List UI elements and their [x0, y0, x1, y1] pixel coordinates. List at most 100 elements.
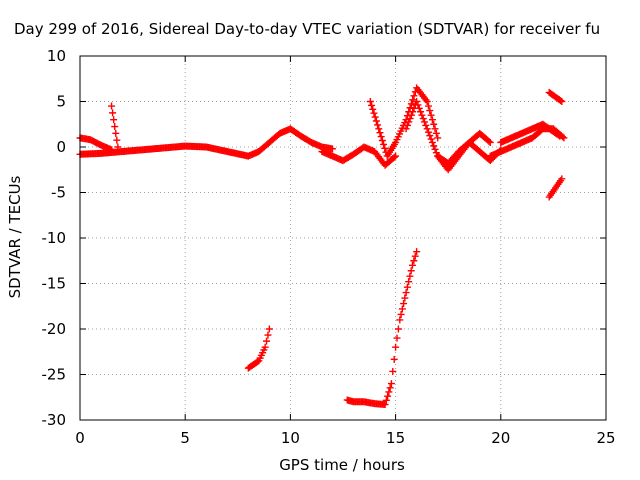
- data-point: [485, 137, 493, 145]
- data-point: [392, 343, 400, 351]
- data-point: [434, 134, 442, 142]
- data-point: [111, 123, 119, 131]
- data-point: [382, 396, 390, 404]
- data-point: [424, 102, 432, 110]
- data-point: [558, 98, 566, 105]
- data-point: [415, 104, 423, 112]
- data-point: [402, 289, 410, 297]
- data-point: [254, 358, 262, 366]
- data-point: [265, 325, 273, 333]
- data-point: [112, 129, 120, 137]
- data-point: [398, 305, 406, 313]
- data-point: [557, 97, 565, 105]
- data-point: [417, 108, 425, 116]
- data-point: [372, 117, 380, 125]
- data-point: [409, 96, 417, 104]
- x-tick-label: 25: [596, 429, 615, 447]
- data-point: [407, 267, 415, 275]
- data-point: [405, 118, 413, 126]
- data-point: [263, 337, 271, 345]
- data-point: [397, 310, 405, 318]
- y-tick-label: 0: [56, 138, 66, 156]
- data-point: [413, 248, 421, 256]
- data-point: [384, 392, 392, 400]
- data-point: [422, 121, 430, 129]
- data-point: [109, 109, 117, 117]
- data-point: [366, 98, 374, 105]
- data-point: [385, 388, 393, 396]
- data-point: [410, 257, 418, 265]
- plot-frame: [79, 55, 607, 421]
- data-point: [389, 367, 397, 375]
- data-point: [423, 98, 431, 105]
- data-point: [406, 115, 414, 123]
- data-point: [390, 153, 398, 161]
- data-point: [108, 102, 116, 110]
- data-point: [401, 294, 409, 302]
- data-point: [374, 121, 382, 129]
- data-point: [430, 120, 438, 128]
- data-point: [396, 316, 404, 324]
- x-tick-label: 0: [75, 429, 85, 447]
- data-point: [413, 98, 421, 105]
- data-point: [421, 118, 429, 126]
- data-point: [377, 133, 385, 141]
- data-point: [414, 101, 422, 109]
- data-point: [428, 116, 436, 124]
- chart-title: Day 299 of 2016, Sidereal Day-to-day VTE…: [14, 20, 600, 38]
- y-tick-label: -10: [42, 229, 67, 247]
- y-tick-label: -30: [42, 411, 67, 429]
- data-point: [432, 149, 440, 157]
- data-point: [407, 111, 415, 119]
- data-point: [554, 131, 562, 139]
- data-point: [423, 125, 431, 133]
- x-tick-label: 20: [491, 429, 510, 447]
- y-tick-label: -20: [42, 320, 67, 338]
- x-tick-label: 10: [281, 429, 300, 447]
- data-point: [264, 331, 272, 339]
- data-point: [427, 111, 435, 119]
- data-point: [387, 380, 395, 388]
- data-point: [432, 129, 440, 137]
- data-point: [426, 107, 434, 115]
- data-point: [376, 129, 384, 137]
- data-point: [392, 152, 400, 160]
- data-point: [426, 132, 434, 140]
- data-point: [114, 143, 122, 151]
- data-point: [381, 144, 389, 152]
- data-point: [427, 135, 435, 143]
- data-point: [405, 278, 413, 286]
- y-axis-label: SDTVAR / TECUs: [6, 175, 24, 298]
- data-point: [431, 125, 439, 133]
- data-point: [108, 146, 116, 154]
- data-point: [407, 100, 415, 108]
- x-tick-label: 5: [180, 429, 190, 447]
- data-point: [378, 137, 386, 144]
- data-point: [390, 355, 398, 363]
- data-points: [76, 84, 568, 409]
- data-point: [400, 300, 408, 308]
- y-tick-label: -25: [42, 366, 67, 384]
- data-point: [431, 145, 439, 153]
- data-point: [406, 272, 414, 280]
- data-point: [113, 136, 121, 144]
- data-point: [261, 343, 269, 351]
- x-axis-label: GPS time / hours: [279, 456, 405, 474]
- y-tick-label: 10: [47, 47, 66, 65]
- grid-lines: [80, 56, 606, 420]
- axis-ticks: 0 5 10 15 20 25 10 5 0 -5 -10 -15 -20 -25 -30: [42, 47, 616, 447]
- data-point: [110, 116, 118, 124]
- y-tick-label: -5: [51, 184, 66, 202]
- data-point: [370, 109, 378, 117]
- data-point: [403, 121, 411, 129]
- data-point: [430, 142, 438, 150]
- data-point: [375, 125, 383, 133]
- data-point: [368, 101, 376, 109]
- data-point: [424, 128, 432, 136]
- data-point: [371, 113, 379, 121]
- data-point: [560, 134, 568, 142]
- data-point: [418, 111, 426, 119]
- data-point: [369, 105, 377, 113]
- data-point: [393, 334, 401, 342]
